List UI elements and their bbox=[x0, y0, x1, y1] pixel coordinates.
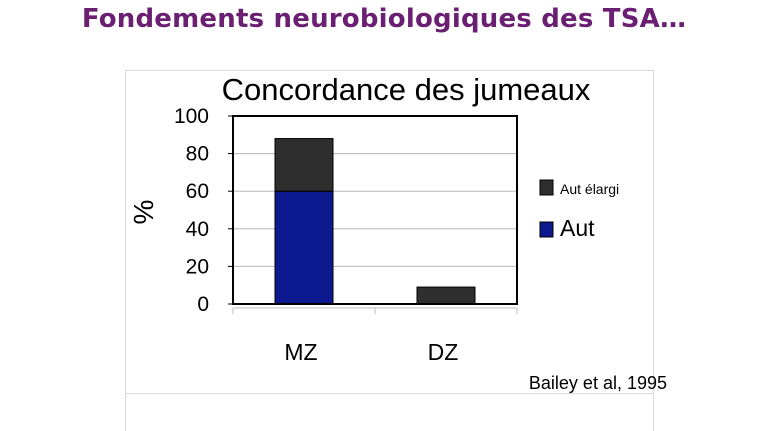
slide-title: Fondements neurobiologiques des TSA… bbox=[81, 4, 687, 34]
y-tick-label: 20 bbox=[186, 255, 209, 278]
x-axis-ticks: MZ DZ bbox=[232, 307, 518, 365]
bar-mz-aut bbox=[274, 190, 334, 305]
y-tick-label: 80 bbox=[186, 143, 209, 166]
y-tick-label: 40 bbox=[186, 218, 209, 241]
x-tick-label: MZ bbox=[284, 339, 317, 365]
legend-swatch bbox=[539, 179, 554, 196]
legend-label: Aut élargi bbox=[560, 181, 619, 197]
source-citation: Bailey et al, 1995 bbox=[529, 373, 667, 393]
y-tick-label: 0 bbox=[197, 293, 209, 316]
chart-frame bbox=[125, 70, 654, 431]
plot-area-border bbox=[232, 115, 518, 305]
y-tick-label: 60 bbox=[186, 180, 209, 203]
legend-label: Aut bbox=[560, 215, 595, 241]
chart-frame-bottom-rule bbox=[125, 393, 653, 394]
legend-swatch bbox=[539, 221, 554, 238]
y-tick-label: 100 bbox=[174, 105, 209, 128]
legend: Aut élargi Aut bbox=[539, 179, 619, 241]
bar-dz-aut-élargi bbox=[416, 286, 476, 305]
y-axis-label: % bbox=[128, 200, 159, 225]
chart-title: Concordance des jumeaux bbox=[222, 72, 591, 107]
x-tick-label: DZ bbox=[428, 339, 459, 365]
bar-mz-aut-élargi bbox=[274, 138, 334, 192]
bars bbox=[274, 138, 476, 305]
y-axis-ticks: 0 20 40 60 80 100 bbox=[174, 105, 233, 316]
